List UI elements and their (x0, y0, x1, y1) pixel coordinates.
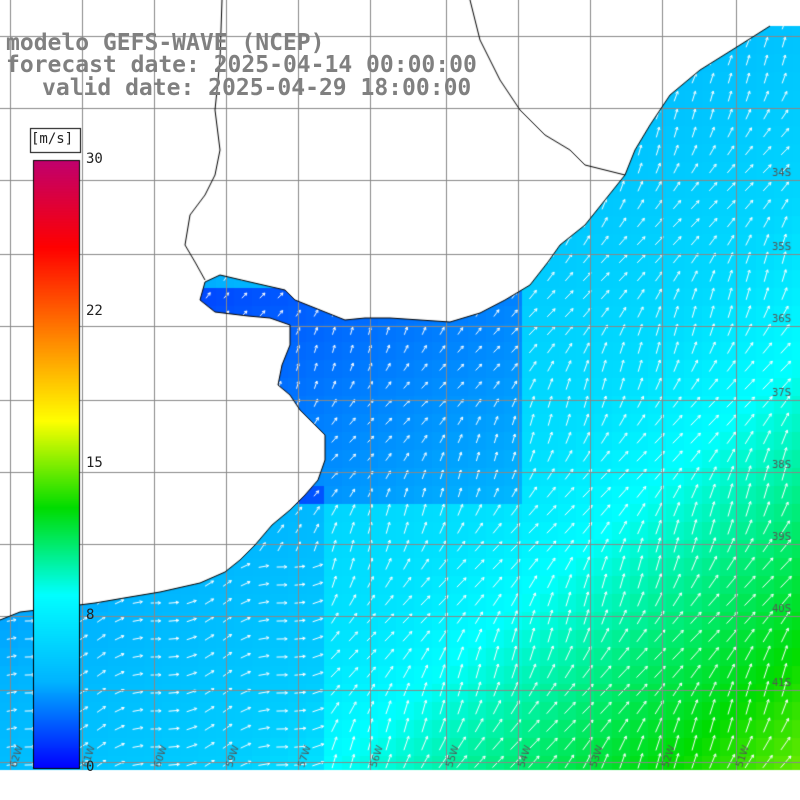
valid-date: valid date: 2025-04-29 18:00:00 (42, 75, 472, 101)
colorbar-tick-30: 30 (86, 151, 103, 167)
colorbar-tick-0: 0 (86, 759, 95, 775)
forecast-date: forecast date: 2025-04-14 00:00:00 (6, 52, 477, 78)
colorbar-unit: [m/s] (31, 131, 74, 147)
colorbar-tick-15: 15 (86, 455, 103, 471)
colorbar-tick-22: 22 (86, 303, 103, 319)
model-title: modelo GEFS-WAVE (NCEP) (6, 30, 325, 56)
colorbar-tick-8: 8 (86, 607, 95, 623)
